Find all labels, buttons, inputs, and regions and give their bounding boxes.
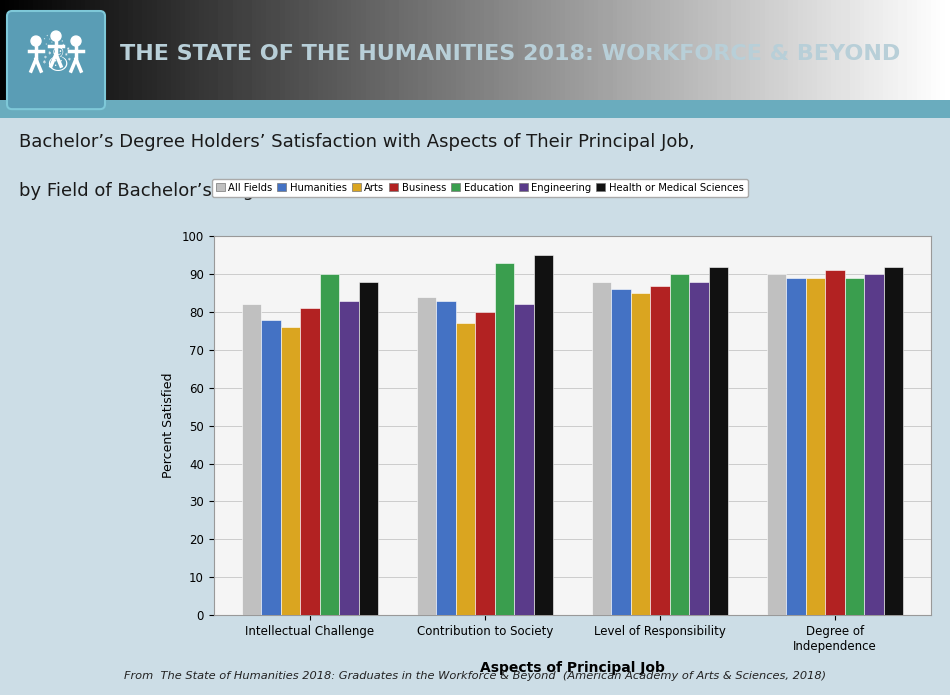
Bar: [495, 263, 514, 615]
Text: by Field of Bachelor’s Degree, 2015: by Field of Bachelor’s Degree, 2015: [19, 182, 340, 200]
Bar: [241, 304, 261, 615]
Bar: [670, 274, 689, 615]
Bar: [417, 297, 436, 615]
Bar: [709, 267, 728, 615]
Bar: [359, 281, 378, 615]
Bar: [456, 323, 475, 615]
Bar: [864, 274, 884, 615]
Bar: [631, 293, 650, 615]
Legend: All Fields, Humanities, Arts, Business, Education, Engineering, Health or Medica: All Fields, Humanities, Arts, Business, …: [212, 179, 748, 197]
Bar: [261, 320, 281, 615]
Bar: [650, 286, 670, 615]
Bar: [806, 278, 825, 615]
Bar: [339, 301, 359, 615]
X-axis label: Aspects of Principal Job: Aspects of Principal Job: [480, 661, 665, 675]
Y-axis label: Percent Satisfied: Percent Satisfied: [162, 373, 175, 478]
Bar: [884, 267, 903, 615]
Text: Bachelor’s Degree Holders’ Satisfaction with Aspects of Their Principal Job,: Bachelor’s Degree Holders’ Satisfaction …: [19, 133, 694, 151]
Circle shape: [31, 36, 41, 46]
Bar: [611, 289, 631, 615]
Text: THE STATE OF THE HUMANITIES 2018: WORKFORCE & BEYOND: THE STATE OF THE HUMANITIES 2018: WORKFO…: [120, 44, 901, 64]
Bar: [689, 281, 709, 615]
Bar: [0, 100, 950, 118]
Bar: [786, 278, 806, 615]
Bar: [320, 274, 339, 615]
Circle shape: [51, 31, 61, 41]
Bar: [845, 278, 864, 615]
Bar: [534, 255, 553, 615]
Bar: [281, 327, 300, 615]
Bar: [592, 281, 611, 615]
Bar: [436, 301, 456, 615]
Bar: [514, 304, 534, 615]
Bar: [475, 312, 495, 615]
Bar: [300, 309, 320, 615]
Circle shape: [71, 36, 81, 46]
Text: From  The State of Humanities 2018: Graduates in the Workforce & Beyond  (Americ: From The State of Humanities 2018: Gradu…: [124, 671, 826, 681]
Bar: [825, 270, 845, 615]
FancyBboxPatch shape: [7, 11, 105, 109]
Bar: [767, 274, 786, 615]
Text: ☃: ☃: [39, 41, 73, 79]
